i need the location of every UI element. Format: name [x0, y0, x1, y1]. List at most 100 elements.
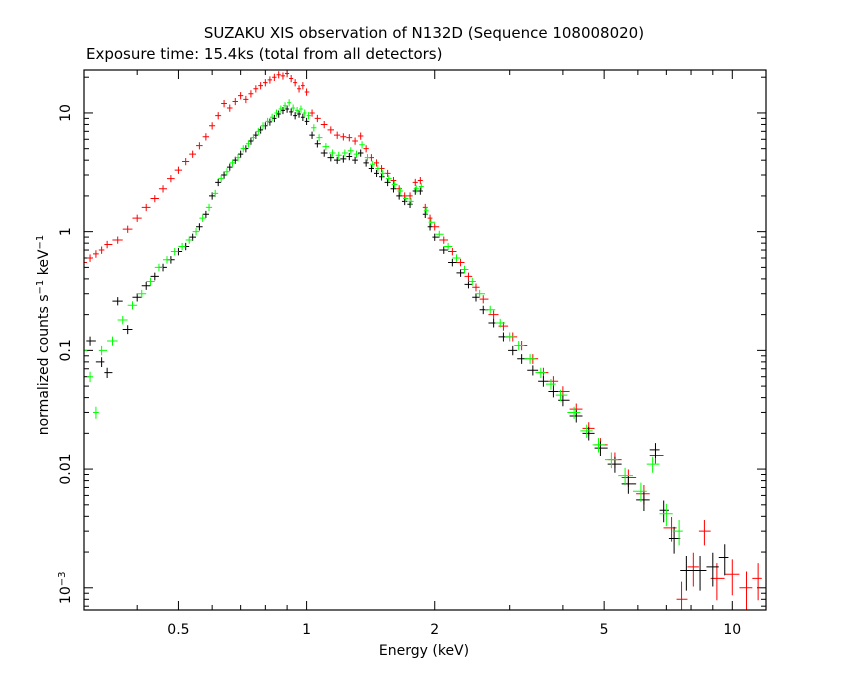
data-point	[385, 175, 392, 183]
data-point	[158, 185, 167, 193]
data-point	[240, 145, 246, 153]
data-point	[127, 301, 138, 310]
data-point	[258, 82, 263, 90]
data-point	[448, 258, 457, 267]
data-point	[739, 571, 753, 610]
data-point	[150, 272, 159, 281]
data-point	[508, 345, 518, 356]
data-point	[594, 441, 608, 456]
data-point	[452, 254, 461, 262]
data-point	[363, 159, 369, 167]
data-point	[221, 100, 227, 108]
data-point	[248, 90, 254, 98]
data-point	[396, 192, 402, 200]
data-point	[672, 520, 683, 546]
y-axis-label-exp1: −1	[35, 280, 46, 295]
y-tick-label: 1	[58, 227, 74, 236]
y-axis-label-middle: keV	[36, 249, 52, 280]
data-point	[472, 293, 480, 302]
data-point	[174, 166, 183, 174]
data-point	[112, 297, 123, 306]
data-point	[401, 197, 408, 206]
data-point	[495, 318, 505, 328]
data-point	[659, 500, 669, 523]
data-point	[379, 173, 385, 181]
data-point	[359, 141, 365, 149]
data-point	[235, 154, 241, 162]
data-point	[621, 475, 637, 494]
series-2	[83, 99, 683, 546]
data-point	[237, 150, 244, 158]
data-point	[86, 336, 96, 346]
data-point	[346, 134, 353, 142]
data-point	[334, 131, 341, 139]
data-point	[524, 354, 536, 364]
data-point	[189, 233, 197, 241]
data-point	[226, 104, 233, 112]
data-point	[545, 379, 556, 390]
data-point	[352, 137, 358, 145]
data-point	[253, 85, 259, 93]
data-point	[422, 210, 428, 219]
data-point	[448, 247, 457, 256]
data-point	[205, 203, 213, 212]
data-point	[427, 214, 433, 222]
data-point	[484, 305, 496, 315]
data-point	[87, 254, 93, 262]
data-point	[250, 134, 256, 142]
data-point	[202, 133, 210, 141]
data-point	[633, 482, 647, 502]
data-point	[189, 150, 197, 158]
data-point	[403, 195, 409, 203]
data-point	[98, 246, 105, 254]
data-point	[363, 145, 369, 153]
data-point	[687, 552, 699, 587]
data-point	[649, 448, 664, 464]
data-point	[260, 122, 266, 130]
data-point	[412, 178, 418, 187]
data-point	[224, 168, 230, 176]
data-point	[423, 207, 429, 215]
data-point	[636, 484, 650, 505]
data-point	[295, 106, 300, 115]
y-axis-label-exp2: −1	[35, 235, 46, 250]
data-point	[340, 155, 347, 163]
data-point	[269, 113, 275, 121]
data-point	[347, 147, 354, 155]
data-point	[580, 424, 593, 438]
data-point	[352, 156, 358, 164]
data-point	[335, 151, 342, 160]
data-point	[432, 223, 440, 231]
data-point	[514, 341, 525, 351]
data-point	[567, 406, 581, 419]
data-point	[390, 185, 397, 193]
data-point	[443, 242, 453, 251]
data-point	[460, 265, 469, 274]
data-point	[548, 376, 559, 387]
data-point	[293, 79, 298, 87]
data-point	[141, 281, 151, 290]
chart-subtitle: Exposure time: 15.4ks (total from all de…	[86, 45, 442, 63]
data-point	[649, 443, 660, 458]
data-point	[287, 99, 292, 107]
data-point	[107, 336, 118, 346]
data-point	[357, 149, 364, 157]
data-point	[375, 165, 381, 173]
data-point	[215, 112, 222, 120]
data-point	[182, 158, 190, 166]
y-axis-label-base: normalized counts s	[36, 294, 52, 435]
data-point	[334, 156, 341, 164]
data-point	[245, 140, 251, 148]
data-point	[464, 272, 473, 281]
data-point	[558, 394, 570, 407]
data-point	[93, 406, 99, 419]
data-point	[258, 126, 263, 134]
data-point	[276, 71, 281, 79]
axis-ticks: 0.5 1 2 5 10 10−3 0.01 0.1 1 10	[57, 70, 766, 638]
data-point	[604, 452, 619, 469]
data-point	[221, 171, 227, 179]
data-point	[422, 203, 428, 212]
data-point	[196, 142, 203, 150]
data-point	[196, 223, 203, 231]
